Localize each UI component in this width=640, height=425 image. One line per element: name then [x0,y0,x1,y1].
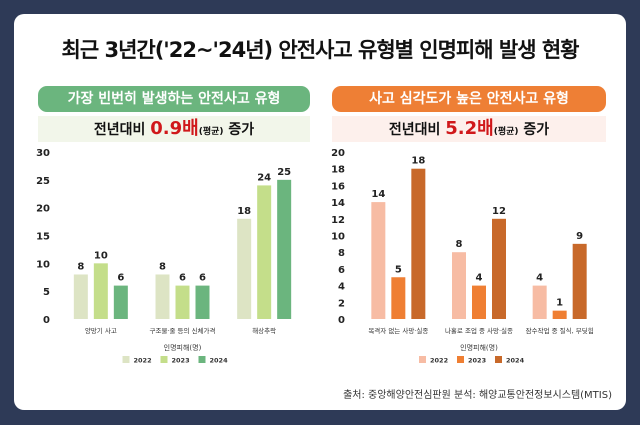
bar-data-label: 18 [237,206,251,217]
legend-swatch [457,356,464,363]
x-tick-label: 구조물·줄 등의 신체가격 [150,326,216,335]
bar [93,263,108,319]
bar [411,168,426,319]
bar [155,274,170,319]
x-tick-label: 양망기 사고 [85,326,117,335]
x-axis-label: 인명피해(명) [460,343,498,352]
y-tick-label: 0 [43,315,50,326]
bar-data-label: 8 [77,261,84,272]
y-tick-label: 15 [36,232,50,243]
right-subheader: 전년대비 5.2배(평균) 증가 [332,116,606,142]
bar [552,310,567,319]
bar [277,179,292,319]
y-tick-label: 18 [331,165,345,176]
y-tick-label: 2 [338,298,345,309]
legend-label: 2024 [210,357,229,365]
left-subheader: 전년대비 0.9배(평균) 증가 [38,116,310,142]
legend-swatch [122,356,130,363]
bar-data-label: 6 [179,273,186,284]
x-tick-label: 목격자 없는 사망·실종 [368,326,428,335]
right-sub-value: 5.2배 [445,118,494,139]
bar-data-label: 4 [536,273,543,284]
bar-data-label: 1 [556,298,563,309]
bar [572,243,587,319]
bar [175,285,190,319]
legend-swatch [495,356,502,363]
y-tick-label: 30 [36,148,50,159]
y-tick-label: 20 [36,204,50,215]
legend-swatch [160,356,168,363]
bar [195,285,210,319]
bar [237,218,252,319]
bar-data-label: 24 [257,172,271,183]
bar-data-label: 8 [456,239,463,250]
y-tick-label: 5 [43,287,50,298]
right-sub-note: (평균) [493,127,519,137]
x-tick-label: 나홀로 조업 중 사망·실종 [445,326,513,335]
legend-label: 2023 [172,357,190,365]
right-header: 사고 심각도가 높은 안전사고 유형 [332,86,606,112]
bar-data-label: 25 [277,167,291,178]
left-sub-note: (평균) [198,127,224,137]
x-tick-label: 잠수작업 중 질식, 부딪힘 [526,326,594,335]
y-tick-label: 12 [331,215,345,226]
y-tick-label: 6 [338,265,345,276]
legend-label: 2022 [134,357,152,365]
bar-data-label: 8 [159,261,166,272]
bar [371,202,386,319]
bar [391,277,406,319]
bar-data-label: 18 [411,156,425,167]
legend-swatch [419,356,426,363]
left-sub-value: 0.9배 [150,118,199,139]
y-tick-label: 4 [338,282,345,293]
bar-data-label: 4 [476,273,483,284]
legend-label: 2022 [430,357,448,365]
y-tick-label: 10 [36,259,50,270]
bar [113,285,128,319]
bar [532,285,547,319]
right-sub-suffix: 증가 [518,122,550,138]
bar-data-label: 12 [492,206,506,217]
y-tick-label: 0 [338,315,345,326]
infographic-card [14,14,626,410]
y-tick-label: 20 [331,148,345,159]
left-sub-prefix: 전년대비 [93,122,151,138]
bar [452,252,466,319]
x-tick-label: 해상추락 [252,326,276,335]
bar-data-label: 6 [199,273,206,284]
bar-data-label: 6 [117,273,124,284]
bar [73,274,88,319]
bar-data-label: 9 [576,231,583,242]
right-sub-prefix: 전년대비 [388,122,446,138]
bar [492,218,506,319]
y-tick-label: 25 [36,176,50,187]
y-tick-label: 10 [331,232,345,243]
bar-data-label: 10 [94,250,108,261]
y-tick-label: 8 [338,248,345,259]
left-header: 가장 빈번히 발생하는 안전사고 유형 [38,86,310,112]
y-tick-label: 16 [331,181,345,192]
legend-swatch [198,356,206,363]
y-tick-label: 14 [331,198,345,209]
left-sub-suffix: 증가 [223,122,255,138]
legend-label: 2024 [506,357,525,365]
x-axis-label: 인명피해(명) [164,343,202,352]
page-title: 최근 3년간('22~'24년) 안전사고 유형별 인명피해 발생 현황 [61,38,580,62]
bar [257,185,272,319]
bar-data-label: 5 [395,264,402,275]
bar-data-label: 14 [371,189,385,200]
footer-source: 출처: 중앙해양안전심판원 분석: 해양교통안전정보시스템(MTIS) [343,390,612,401]
bar [472,285,486,319]
legend-label: 2023 [468,357,486,365]
